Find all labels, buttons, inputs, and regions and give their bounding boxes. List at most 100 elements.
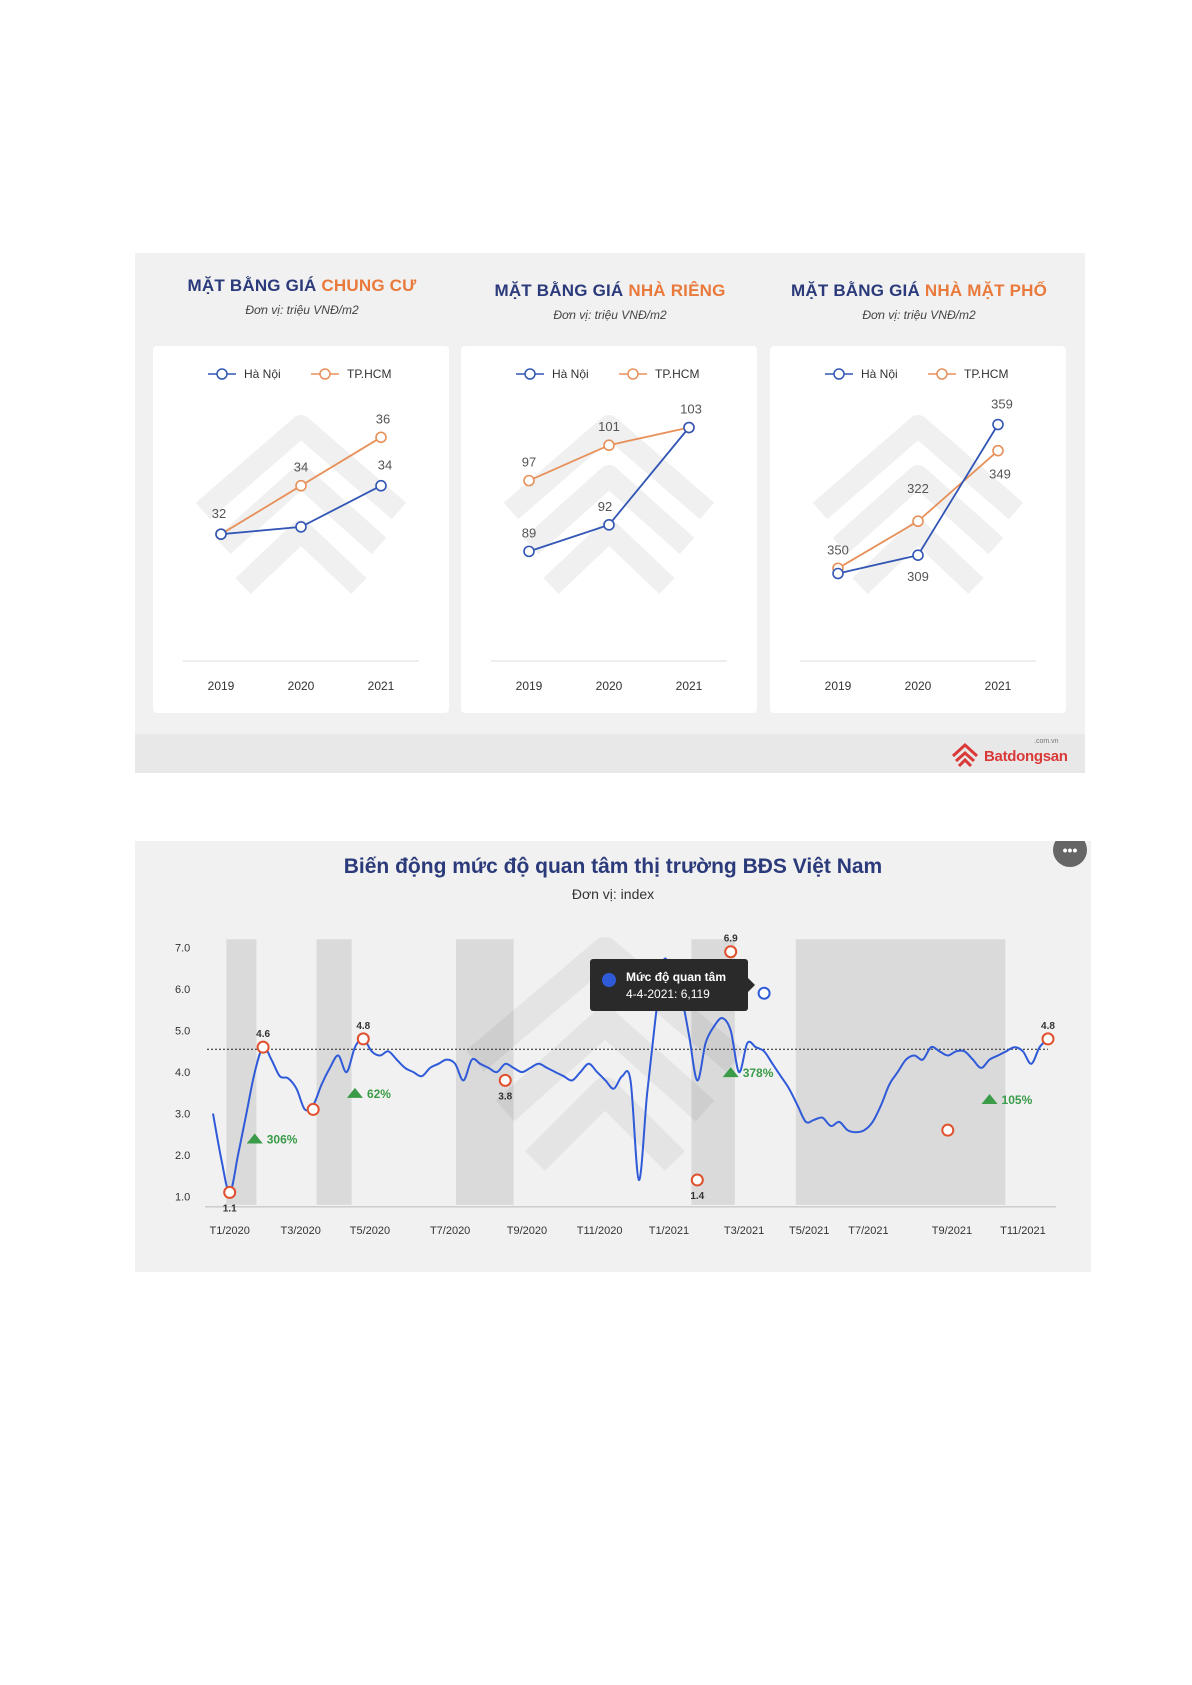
data-point <box>603 519 615 531</box>
data-point <box>912 515 924 528</box>
chart-unit: Đơn vị: triệu VNĐ/m2 <box>245 303 359 317</box>
data-point <box>375 431 387 444</box>
legend-marker <box>936 368 948 380</box>
legend-marker <box>319 368 331 380</box>
tooltip-series-name: Mức độ quan tâm <box>626 970 727 984</box>
chart-unit: Đơn vị: index <box>571 886 655 902</box>
x-tick-label: T1/2020 <box>210 1225 250 1237</box>
watermark-shape <box>195 415 407 594</box>
chart-nha-mat-pho: MẶT BẰNG GIÁ NHÀ MẶT PHỐ Đơn vị: triệu V… <box>770 253 1068 733</box>
peak-trough-marker <box>724 945 738 959</box>
price-level-panel: MẶT BẰNG GIÁ CHUNG CƯ Đơn vị: triệu VNĐ/… <box>135 253 1085 773</box>
watermark-logo <box>195 415 407 594</box>
marker-label: 3.8 <box>498 1091 512 1102</box>
x-tick-label: T7/2020 <box>430 1225 470 1237</box>
x-tick-label: 2019 <box>516 679 543 693</box>
x-tick-label: 2020 <box>596 679 623 693</box>
legend-marker <box>627 368 639 380</box>
chart-title-main: MẶT BẰNG GIÁ <box>187 276 317 295</box>
legend-label: Hà Nội <box>244 367 281 381</box>
x-tick-label: 2019 <box>825 679 852 693</box>
chart-title: Biến động mức độ quan tâm thị trường BĐS… <box>343 855 883 878</box>
y-tick-label: 2.0 <box>175 1150 190 1162</box>
watermark-shape <box>465 937 745 1171</box>
interest-index-panel: 1.0 2.0 3.0 4.0 5.0 6.0 7.0 T1/2020 T3/2020 T5/20… <box>135 841 1091 1272</box>
line-chart-svg: Hà Nội TP.HCM 2019 2020 2021 350 322 349 309 359 <box>800 367 1036 693</box>
x-tick-label: T11/2021 <box>1000 1225 1046 1237</box>
chart-unit: Đơn vị: triệu VNĐ/m2 <box>553 308 667 322</box>
data-point <box>992 418 1004 431</box>
legend-label: TP.HCM <box>347 367 391 381</box>
data-point <box>295 521 307 533</box>
chart-card: Hà Nội TP.HCM 2019 2020 2021 32 34 36 34 <box>153 346 449 713</box>
chart-card: Hà Nội TP.HCM 2019 2020 2021 350 322 349 309 359 <box>770 346 1066 713</box>
data-point <box>523 545 535 558</box>
growth-annotation: 105% <box>1002 1093 1033 1107</box>
data-label: 34 <box>378 458 392 473</box>
y-tick-label: 1.0 <box>175 1192 190 1204</box>
panel-footer: Batdongsan .com.vn <box>135 734 1085 773</box>
chart-title-highlight: NHÀ MẶT PHỐ <box>924 281 1048 300</box>
increase-triangle <box>246 1133 263 1144</box>
series-line <box>212 957 1049 1194</box>
tooltip-value: 4-4-2021: 6,119 <box>626 987 710 1001</box>
brand-logo-icon <box>951 742 979 768</box>
x-tick-label: 2021 <box>368 679 395 693</box>
x-tick-label: T7/2021 <box>848 1225 888 1237</box>
increase-triangle <box>981 1094 998 1105</box>
data-label: 92 <box>598 499 612 514</box>
tooltip-pointer <box>748 978 755 992</box>
data-point <box>683 421 695 434</box>
data-label: 32 <box>212 506 226 521</box>
legend-label: Hà Nội <box>552 367 589 381</box>
chart-title-main: MẶT BẰNG GIÁ <box>790 281 920 300</box>
legend-label: Hà Nội <box>861 367 898 381</box>
data-point <box>603 439 615 452</box>
peak-trough-marker <box>690 1173 704 1187</box>
marker-label: 4.8 <box>1041 1021 1055 1032</box>
chart-title: MẶT BẰNG GIÁ NHÀ MẶT PHỐ <box>770 281 1068 301</box>
brand-suffix: .com.vn <box>1034 738 1059 745</box>
chart-nha-rieng: MẶT BẰNG GIÁ NHÀ RIÊNG Đơn vị: triệu VNĐ… <box>461 253 759 733</box>
watermark-shape <box>812 415 1024 594</box>
peak-trough-marker <box>256 1040 270 1054</box>
data-point <box>912 549 924 562</box>
x-tick-label: T1/2021 <box>649 1225 689 1237</box>
x-tick-label: T9/2020 <box>507 1225 547 1237</box>
chart-chung-cu: MẶT BẰNG GIÁ CHUNG CƯ Đơn vị: triệu VNĐ/… <box>153 253 451 733</box>
y-tick-label: 4.0 <box>175 1067 190 1079</box>
marker-label: 1.1 <box>223 1203 237 1214</box>
x-tick-label: 2020 <box>905 679 932 693</box>
interest-line-chart: 1.0 2.0 3.0 4.0 5.0 6.0 7.0 T1/2020 T3/2020 T5/20… <box>175 934 1056 1237</box>
chart-tooltip: Mức độ quan tâm 4-4-2021: 6,119 <box>590 959 755 1011</box>
data-label: 97 <box>522 455 536 470</box>
series-color-dot <box>602 973 616 987</box>
more-options-button[interactable]: ••• <box>1053 841 1087 867</box>
peak-trough-marker <box>223 1185 237 1199</box>
shaded-period <box>455 939 514 1205</box>
data-point <box>375 479 387 492</box>
data-label: 36 <box>376 411 390 426</box>
data-label: 103 <box>680 402 702 417</box>
chart-title-highlight: CHUNG CƯ <box>321 276 417 295</box>
peak-trough-marker <box>1041 1032 1055 1046</box>
marker-label: 4.8 <box>356 1021 370 1032</box>
peak-trough-marker <box>498 1073 512 1087</box>
chart-title: MẶT BẰNG GIÁ NHÀ RIÊNG <box>461 281 759 301</box>
marker-label: 6.9 <box>724 934 738 945</box>
marker-label: 1.4 <box>690 1191 704 1202</box>
y-tick-label: 3.0 <box>175 1109 190 1121</box>
data-label: 309 <box>907 569 929 584</box>
hover-marker <box>757 986 771 1000</box>
x-tick-label: 2021 <box>985 679 1012 693</box>
increase-triangle <box>346 1087 363 1098</box>
growth-annotation: 378% <box>743 1066 774 1080</box>
data-point <box>215 528 227 540</box>
data-point <box>992 444 1004 457</box>
x-tick-label: T5/2020 <box>350 1225 390 1237</box>
y-tick-label: 5.0 <box>175 1026 190 1038</box>
chart-title-main: MẶT BẰNG GIÁ <box>494 281 624 300</box>
shaded-period <box>795 939 1006 1205</box>
legend-marker <box>216 368 228 380</box>
data-label: 359 <box>991 397 1013 412</box>
